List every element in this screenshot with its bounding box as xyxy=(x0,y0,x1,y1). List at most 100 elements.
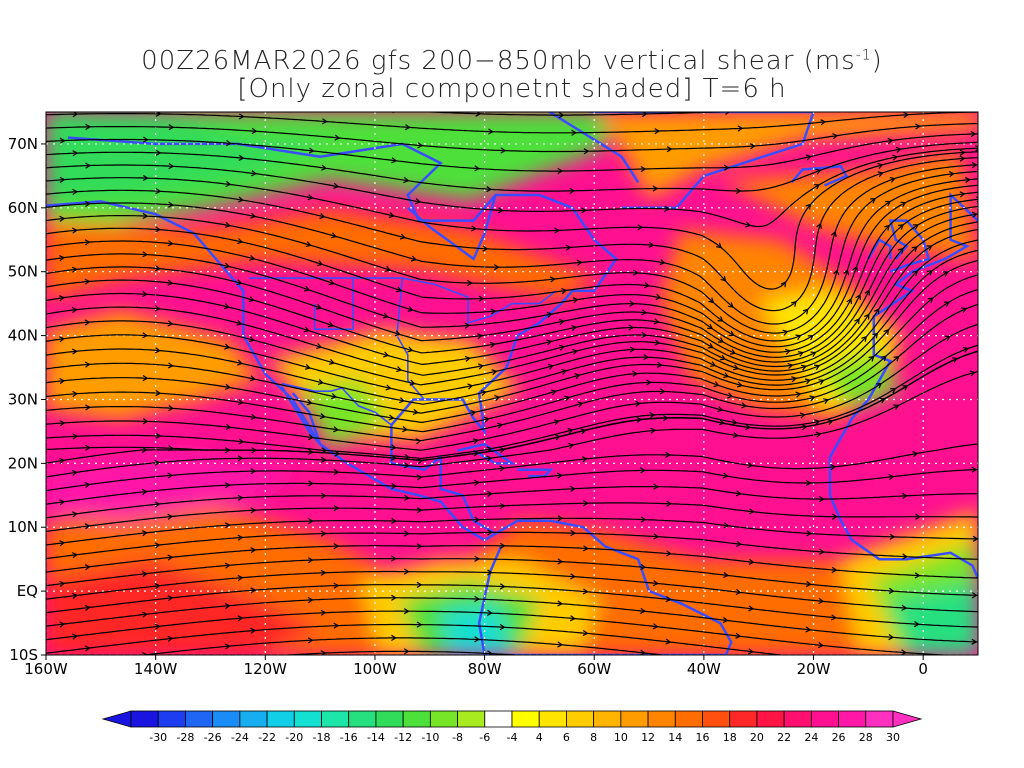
streamline-arrow xyxy=(321,164,328,171)
colorbar-swatch xyxy=(593,710,622,728)
colorbar: -30 -28 -26 -24 -22 -20 -18 -16 -14 -12 -10 -8 -6 -4 4… xyxy=(101,710,923,744)
streamline-arrow xyxy=(655,293,662,300)
streamline-arrow xyxy=(889,533,896,540)
streamline-arrow xyxy=(652,580,659,587)
colorbar-label: 24 xyxy=(804,731,818,744)
streamline-arrow xyxy=(224,643,231,650)
streamline-arrow xyxy=(926,270,933,276)
streamline-arrow xyxy=(251,127,258,135)
streamline-arrow xyxy=(653,483,660,490)
title-unit-exponent: -1 xyxy=(855,47,872,64)
colorbar-label: 6 xyxy=(563,731,570,744)
streamline-arrow xyxy=(791,376,798,383)
streamline-arrow xyxy=(735,187,742,195)
streamline-arrow xyxy=(404,124,411,131)
streamline-arrow xyxy=(72,390,79,398)
streamline-arrow xyxy=(818,642,824,649)
streamline-arrow xyxy=(572,348,579,355)
streamline-arrow xyxy=(780,281,787,288)
coastline xyxy=(477,519,733,655)
streamline-arrow xyxy=(488,128,494,135)
streamline-arrow xyxy=(653,318,660,325)
streamline-arrow xyxy=(723,660,728,665)
longitude-ticks: 160W 140W 120W 100W 80W 60W 40W 20W 0 xyxy=(24,655,928,678)
streamline-arrow xyxy=(952,357,959,363)
streamline-arrow xyxy=(818,495,825,503)
streamline-arrow xyxy=(237,534,244,541)
streamline-arrow xyxy=(557,515,564,522)
streamline-arrow xyxy=(59,336,66,343)
streamline-arrow xyxy=(832,133,839,140)
streamline-arrow xyxy=(972,682,976,687)
streamline-arrow xyxy=(467,383,474,390)
streamline-arrow xyxy=(876,382,883,389)
streamline-arrow xyxy=(897,247,904,254)
streamline-arrow xyxy=(474,636,480,643)
colorbar-swatch xyxy=(838,710,867,728)
streamline-arrow xyxy=(84,523,91,530)
streamline-arrow xyxy=(417,142,424,149)
streamline-arrow xyxy=(868,355,875,362)
streamline-arrow xyxy=(748,605,755,612)
streamline-arrow xyxy=(307,596,314,604)
streamline-arrow xyxy=(707,323,714,330)
streamline-arrow xyxy=(225,423,232,431)
streamline-arrow xyxy=(167,472,174,479)
colorbar-swatch xyxy=(729,710,758,728)
streamline-arrow xyxy=(830,464,837,471)
streamline-arrow xyxy=(883,328,890,335)
streamline-arrow xyxy=(888,473,895,481)
colorbar-label: 14 xyxy=(668,731,682,744)
streamline-arrow xyxy=(646,379,652,386)
streamline-arrow xyxy=(887,137,894,145)
streamline-arrow xyxy=(486,490,493,497)
streamline-arrow xyxy=(901,604,908,611)
streamline-arrow xyxy=(971,211,978,218)
streamline-arrow xyxy=(167,635,174,642)
streamline-arrow xyxy=(640,563,647,571)
colorbar-label: -10 xyxy=(421,731,439,744)
streamline-arrow xyxy=(250,468,257,475)
streamline-arrow xyxy=(959,191,966,198)
streamline-arrow xyxy=(71,227,78,234)
streamline-arrow xyxy=(831,513,838,520)
streamline-arrow xyxy=(902,492,908,500)
streamline-arrow xyxy=(654,128,661,135)
colorbar-label: -20 xyxy=(285,731,303,744)
streamline-arrow xyxy=(880,355,887,362)
streamline xyxy=(46,344,978,460)
streamline-arrow xyxy=(723,164,730,171)
streamline-arrow xyxy=(892,154,899,161)
colorbar-swatch xyxy=(185,710,214,728)
streamline-arrow xyxy=(224,447,231,454)
streamline-arrow xyxy=(984,654,988,659)
streamline-arrow xyxy=(402,426,409,433)
colorbar-label: -4 xyxy=(507,731,518,744)
streamline-arrow xyxy=(154,623,161,630)
coastline xyxy=(406,194,497,261)
streamline-arrow xyxy=(474,479,480,486)
streamline-arrow xyxy=(959,149,966,156)
colorbar-label: 18 xyxy=(723,731,737,744)
streamline-arrow xyxy=(944,335,951,342)
streamline-arrow xyxy=(723,522,730,529)
streamline-arrow xyxy=(238,438,245,445)
streamline-arrow xyxy=(390,454,397,461)
streamline-arrow xyxy=(736,540,743,547)
streamline-arrow xyxy=(639,649,646,655)
streamline-arrow xyxy=(141,611,148,618)
streamline-arrow xyxy=(224,343,231,350)
colorbar-swatch xyxy=(756,710,785,728)
streamline-arrow xyxy=(224,383,231,390)
streamline-arrow xyxy=(416,543,423,550)
streamline-arrow xyxy=(795,391,802,398)
streamline-arrow xyxy=(224,562,231,569)
streamline-arrow xyxy=(499,624,506,631)
streamline-arrow xyxy=(582,630,589,637)
streamline-arrow xyxy=(316,343,323,349)
streamline-arrow xyxy=(643,282,650,289)
streamline xyxy=(46,205,978,363)
streamline-arrow xyxy=(652,185,659,192)
colorbar-label: -22 xyxy=(258,731,276,744)
streamline-arrow xyxy=(972,535,978,542)
